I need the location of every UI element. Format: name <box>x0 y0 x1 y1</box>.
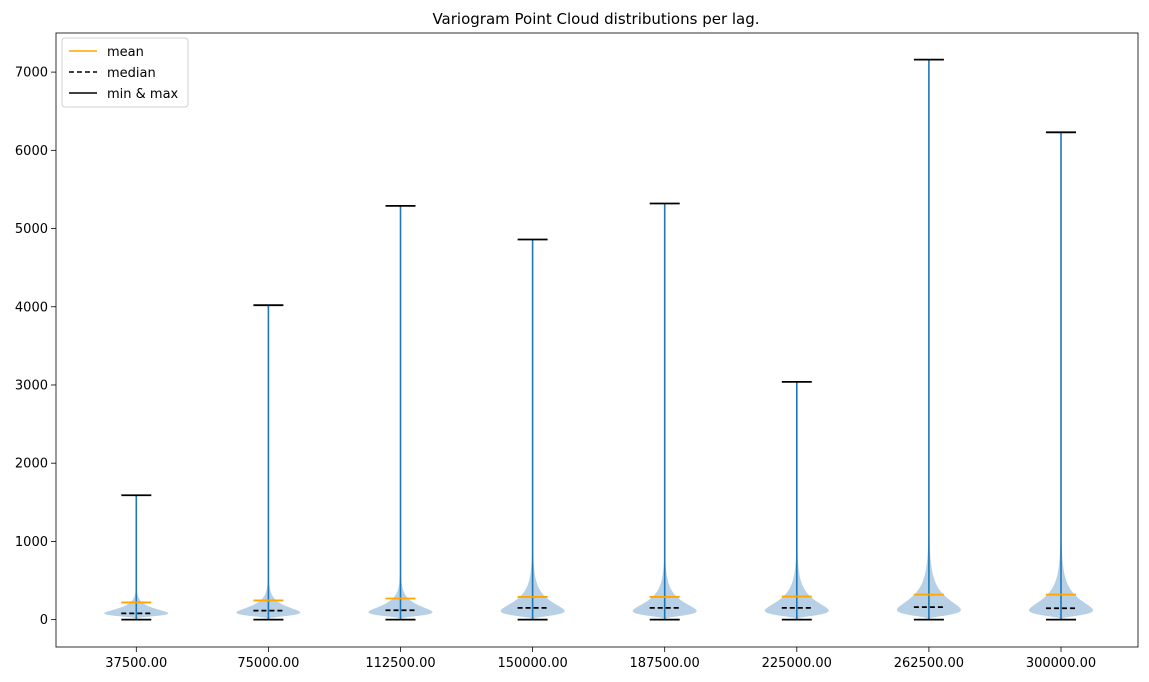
y-tick-label: 4000 <box>15 300 48 315</box>
y-tick-label: 0 <box>40 613 48 628</box>
x-tick-label: 262500.00 <box>894 656 964 671</box>
violin-112500.00 <box>368 204 433 621</box>
violin-group <box>104 58 1093 621</box>
x-axis: 37500.00 75000.00 112500.00 150000.00 187500… <box>105 647 1096 671</box>
x-tick-label: 300000.00 <box>1026 656 1096 671</box>
x-tick-label: 75000.00 <box>237 656 299 671</box>
legend: mean median min & max <box>61 37 189 108</box>
legend-median-label: median <box>107 66 156 81</box>
legend-mean-label: mean <box>107 45 144 60</box>
plot-frame <box>55 32 1139 648</box>
legend-minmax-label: min & max <box>107 87 179 102</box>
x-tick-label: 150000.00 <box>497 656 567 671</box>
y-tick-label: 3000 <box>15 378 48 393</box>
x-tick-label: 187500.00 <box>630 656 700 671</box>
x-tick-label: 225000.00 <box>762 656 832 671</box>
chart-title: Variogram Point Cloud distributions per … <box>432 10 759 28</box>
violin-37500.00 <box>104 494 169 621</box>
violin-225000.00 <box>764 380 829 621</box>
violin-150000.00 <box>500 238 565 621</box>
y-tick-label: 1000 <box>15 535 48 550</box>
x-tick-label: 37500.00 <box>105 656 167 671</box>
violin-300000.00 <box>1029 131 1093 621</box>
violin-187500.00 <box>632 202 697 621</box>
y-tick-label: 5000 <box>15 222 48 237</box>
legend-box <box>61 37 189 108</box>
x-tick-label: 112500.00 <box>365 656 435 671</box>
y-tick-label: 7000 <box>15 66 48 81</box>
violin-75000.00 <box>236 304 301 621</box>
y-axis: 0 1000 2000 3000 4000 5000 6000 7000 <box>15 66 56 628</box>
violin-262500.00 <box>896 58 961 621</box>
y-tick-label: 6000 <box>15 144 48 159</box>
y-tick-label: 2000 <box>15 457 48 472</box>
